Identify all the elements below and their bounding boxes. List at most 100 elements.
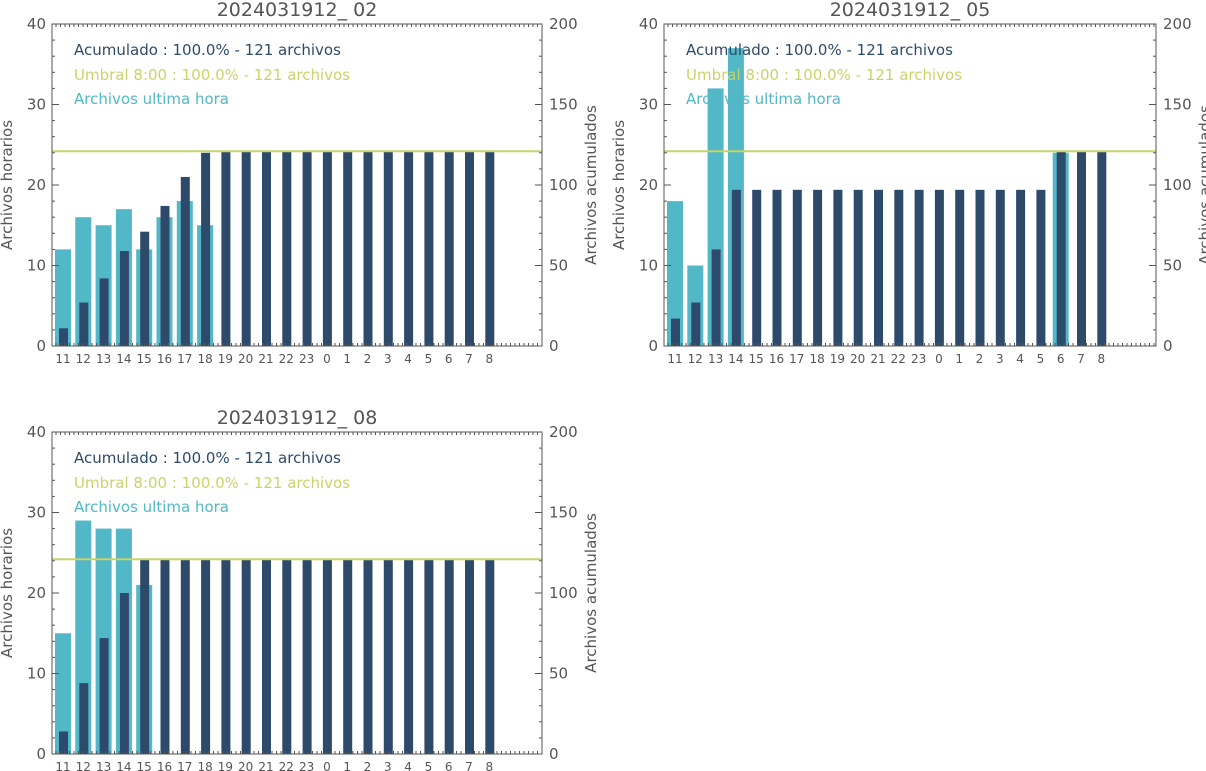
y-axis-label-right: Archivos acumulados [1196,105,1206,265]
x-tick-label: 16 [769,352,784,366]
accumulated-bar-4 [1016,189,1026,346]
x-tick-label: 5 [1037,352,1045,366]
accumulated-bar-20 [241,151,251,346]
accumulated-bar-22 [894,189,904,346]
accumulated-bar-11 [59,731,68,754]
accumulated-bar-19 [221,151,231,346]
accumulated-bar-23 [914,189,924,346]
x-tick-label: 13 [708,352,723,366]
left-tick-label: 0 [36,745,46,763]
accumulated-bar-12 [79,302,89,346]
left-tick-label: 30 [639,96,658,114]
y-axis-label-left: Archivos horarios [0,528,16,658]
left-tick-label: 40 [639,15,658,33]
accumulated-bar-19 [833,189,843,346]
x-tick-label: 6 [1057,352,1065,366]
right-tick-label: 50 [549,257,568,275]
accumulated-bar-8 [1097,151,1107,346]
accumulated-bar-0 [322,151,332,346]
x-tick-label: 16 [157,352,172,366]
accumulated-bar-13 [99,638,109,754]
x-tick-label: 19 [830,352,845,366]
x-tick-label: 1 [343,352,351,366]
accumulated-bar-23 [302,151,312,346]
accumulated-bar-8 [485,151,495,346]
accumulated-bar-14 [119,593,129,754]
x-tick-label: 14 [116,352,131,366]
x-tick-label: 15 [137,352,152,366]
accumulated-bar-16 [772,189,782,346]
accumulated-bar-18 [201,152,211,346]
accumulated-bar-13 [99,278,109,346]
right-tick-label: 200 [549,15,578,33]
legend-hourly: Archivos ultima hora [74,90,229,108]
x-tick-label: 18 [197,352,212,366]
accumulated-bar-21 [874,189,883,346]
left-tick-label: 30 [27,504,46,522]
left-tick-label: 20 [27,584,46,602]
x-tick-label: 17 [789,352,804,366]
legend-accumulated: Acumulado : 100.0% - 121 archivos [686,41,953,59]
x-tick-label: 14 [116,760,131,771]
x-tick-label: 18 [809,352,824,366]
x-tick-label: 1 [343,760,351,771]
x-tick-label: 2 [364,760,372,771]
hourly-bar-11 [667,201,683,346]
x-tick-label: 8 [485,760,493,771]
x-tick-label: 2 [976,352,984,366]
right-tick-label: 100 [549,176,578,194]
left-tick-label: 20 [27,176,46,194]
accumulated-bar-1 [343,559,353,754]
x-tick-label: 11 [667,352,682,366]
x-tick-label: 7 [1077,352,1085,366]
right-tick-label: 150 [549,504,578,522]
x-tick-label: 12 [688,352,703,366]
right-tick-label: 50 [1163,257,1182,275]
accumulated-bar-8 [485,559,495,754]
accumulated-bar-1 [343,151,353,346]
accumulated-bar-18 [813,189,823,346]
accumulated-bar-7 [1077,151,1086,346]
x-tick-label: 21 [870,352,885,366]
chart-title: 2024031912_ 02 [217,0,378,21]
x-tick-label: 22 [279,352,294,366]
x-tick-label: 15 [749,352,764,366]
accumulated-bar-14 [731,189,741,346]
y-axis-label-left: Archivos horarios [0,120,16,250]
legend-threshold: Umbral 8:00 : 100.0% - 121 archivos [74,66,350,84]
accumulated-bar-19 [221,559,231,754]
x-tick-label: 2 [364,352,372,366]
x-tick-label: 21 [258,760,273,771]
accumulated-bar-1 [955,189,965,346]
accumulated-bar-11 [59,328,68,346]
accumulated-bar-3 [995,189,1005,346]
x-tick-label: 5 [425,760,433,771]
left-tick-label: 40 [27,423,46,441]
x-tick-label: 13 [96,760,111,771]
left-tick-label: 40 [27,15,46,33]
x-tick-label: 20 [850,352,865,366]
legend-threshold: Umbral 8:00 : 100.0% - 121 archivos [74,474,350,492]
x-tick-label: 21 [258,352,273,366]
accumulated-bar-6 [444,151,454,346]
x-tick-label: 4 [404,352,412,366]
hourly-bar-11 [55,249,71,346]
legend-hourly: Archivos ultima hora [686,90,841,108]
accumulated-bar-16 [160,559,170,754]
x-tick-label: 20 [238,352,253,366]
right-tick-label: 100 [549,584,578,602]
x-tick-label: 22 [891,352,906,366]
accumulated-bar-7 [465,559,474,754]
accumulated-bar-4 [404,559,414,754]
left-tick-label: 30 [27,96,46,114]
accumulated-bar-7 [465,151,474,346]
right-tick-label: 150 [1163,96,1192,114]
accumulated-bar-16 [160,205,170,346]
x-tick-label: 0 [935,352,943,366]
accumulated-bar-5 [424,151,434,346]
x-tick-label: 7 [465,352,473,366]
x-tick-label: 4 [404,760,412,771]
